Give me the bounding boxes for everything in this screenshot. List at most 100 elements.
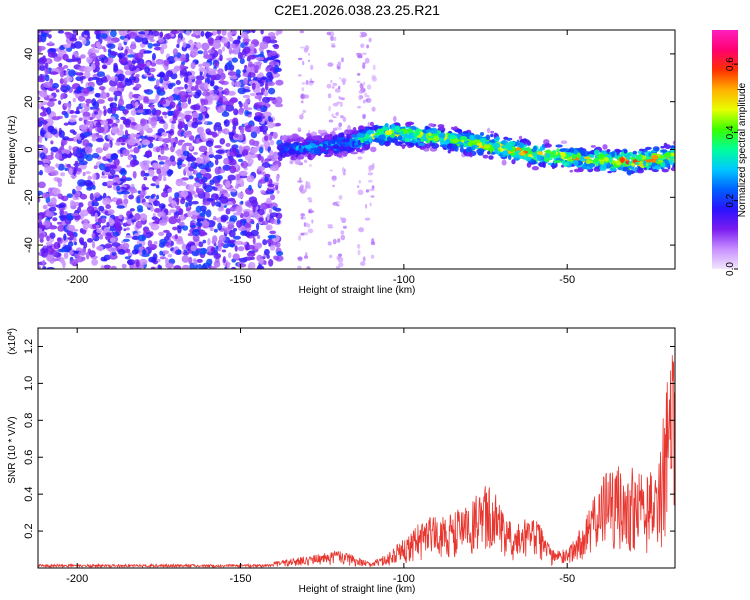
noise-cell [143, 160, 151, 165]
noise-cell [214, 158, 219, 166]
noise-cell [159, 77, 164, 84]
noise-cell [257, 235, 261, 239]
noise-cell [200, 107, 207, 112]
signal-cell [539, 146, 543, 152]
faint-cell [331, 113, 334, 117]
noise-cell [86, 238, 94, 243]
noise-cell [89, 250, 96, 258]
noise-cell [41, 145, 47, 153]
noise-cell [180, 190, 189, 198]
noise-cell [46, 100, 55, 107]
noise-cell [273, 43, 280, 50]
noise-cell [90, 47, 96, 53]
noise-cell [213, 216, 217, 221]
noise-cell [276, 218, 281, 225]
noise-cell [263, 260, 267, 266]
faint-cell [339, 101, 343, 107]
noise-cell [259, 106, 266, 111]
faint-cell [365, 97, 372, 103]
noise-cell [150, 62, 157, 67]
signal-cell [428, 132, 432, 137]
faint-cell [366, 84, 372, 90]
snr-scale-label: (x104) [7, 328, 19, 355]
signal-cell [550, 164, 556, 167]
signal-cell [390, 134, 395, 138]
noise-cell [125, 248, 131, 254]
signal-cell [454, 133, 461, 137]
signal-cell [470, 146, 476, 151]
noise-cell [42, 119, 48, 125]
noise-cell [68, 251, 74, 255]
noise-cell [126, 54, 135, 58]
signal-cell [651, 155, 659, 160]
signal-cell [482, 154, 489, 159]
signal-cell [668, 159, 675, 163]
signal-cell [604, 156, 609, 162]
signal-cell [358, 126, 366, 130]
signal-cell [360, 139, 364, 144]
signal-cell [511, 159, 516, 165]
noise-cell [266, 81, 275, 87]
noise-cell [38, 265, 41, 269]
noise-cell [59, 208, 65, 217]
noise-cell [67, 241, 74, 247]
signal-cell [643, 160, 647, 167]
noise-cell [216, 175, 223, 180]
faint-cell [333, 36, 337, 41]
noise-cell [246, 175, 255, 183]
noise-cell [161, 191, 169, 198]
noise-cell [133, 133, 141, 138]
noise-cell [62, 215, 67, 221]
noise-cell [193, 259, 198, 266]
noise-cell [212, 235, 218, 243]
noise-cell [267, 32, 276, 37]
noise-cell [159, 31, 163, 38]
noise-cell [265, 66, 270, 72]
noise-cell [189, 157, 197, 161]
faint-cell [369, 202, 372, 207]
noise-cell [45, 241, 53, 246]
noise-cell [103, 264, 111, 269]
noise-cell [131, 122, 137, 126]
noise-cell [229, 189, 237, 193]
noise-cell [158, 38, 165, 43]
noise-cell [109, 102, 118, 108]
noise-cell [267, 115, 272, 122]
noise-cell [181, 255, 190, 263]
noise-cell [63, 65, 69, 69]
signal-cell [405, 142, 413, 146]
chart-title: C2E1.2026.038.23.25.R21 [274, 2, 440, 18]
snr-x-tick-label: -50 [559, 573, 575, 585]
noise-cell [219, 77, 224, 83]
faint-cell [310, 64, 314, 71]
noise-cell [198, 63, 203, 68]
faint-cell [340, 115, 344, 119]
signal-cell [492, 142, 501, 149]
noise-cell [123, 38, 129, 43]
noise-cell [77, 57, 82, 65]
noise-cell [221, 101, 231, 105]
noise-cell [166, 56, 176, 64]
noise-cell [89, 123, 93, 132]
noise-cell [167, 188, 173, 193]
signal-cell [596, 153, 604, 159]
noise-cell [89, 52, 97, 59]
noise-cell [217, 130, 222, 134]
signal-cell [392, 127, 396, 131]
signal-cell [439, 144, 448, 148]
noise-cell [217, 48, 223, 55]
noise-cell [268, 87, 276, 95]
noise-cell [84, 70, 91, 79]
signal-cell [573, 168, 582, 173]
faint-cell [355, 52, 362, 55]
noise-cell [100, 265, 104, 269]
noise-cell [195, 60, 199, 65]
noise-cell [260, 50, 264, 57]
noise-cell [227, 71, 237, 77]
noise-cell [66, 163, 71, 168]
noise-cell [267, 183, 275, 188]
noise-cell [96, 71, 105, 77]
noise-cell [173, 265, 182, 269]
signal-cell [526, 146, 531, 153]
noise-cell [187, 92, 196, 96]
